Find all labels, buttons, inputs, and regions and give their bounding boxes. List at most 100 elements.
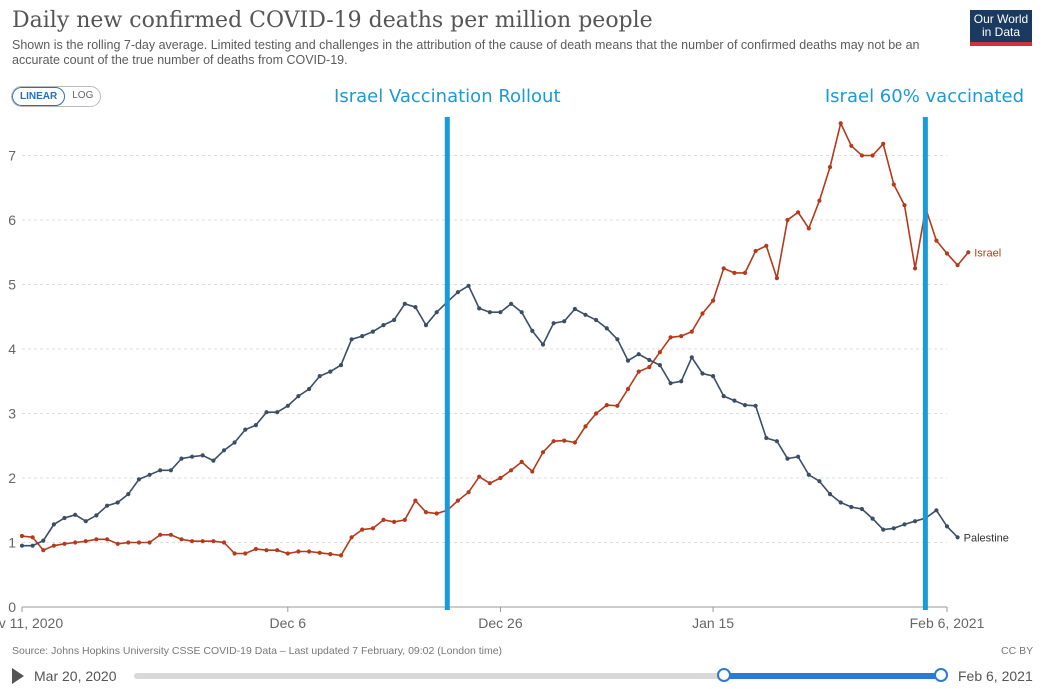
chart-subtitle: Shown is the rolling 7-day average. Limi… (12, 38, 920, 67)
data-point (221, 448, 227, 453)
data-point (583, 424, 588, 429)
data-point (870, 153, 875, 158)
data-point (721, 394, 726, 399)
data-point (455, 290, 460, 295)
line-chart: 0 1 2 3 4 5 6 7 Nov 11, 2020 Dec 6 Dec 26 Jan 15 Feb… (0, 86, 1024, 631)
data-point (732, 398, 737, 403)
series-label-palestine: Palestine (964, 532, 1009, 544)
data-point (551, 321, 556, 326)
data-point (944, 524, 950, 529)
data-point (838, 121, 843, 126)
y-tick-label: 5 (8, 277, 16, 293)
data-point (689, 329, 694, 334)
log-scale-button[interactable]: LOG (72, 90, 94, 101)
data-point (179, 537, 184, 542)
timeline-track[interactable] (134, 673, 942, 679)
data-point (413, 305, 418, 310)
data-point (668, 335, 673, 340)
data-point (636, 369, 641, 374)
data-point (849, 504, 854, 510)
data-point (679, 334, 684, 339)
y-tick-label: 0 (8, 599, 16, 615)
data-point (296, 394, 301, 399)
y-tick-label: 3 (8, 406, 16, 422)
data-point (902, 203, 907, 208)
data-point (434, 310, 439, 315)
data-point (657, 363, 663, 368)
data-point (423, 510, 429, 515)
data-point (179, 456, 184, 461)
linear-scale-button[interactable]: LINEAR (12, 87, 66, 106)
data-point (190, 454, 195, 459)
data-point (200, 453, 205, 458)
data-point (73, 540, 78, 545)
timeline-start-handle[interactable] (717, 668, 731, 682)
data-point (19, 533, 25, 539)
license-label[interactable]: CC BY (1001, 645, 1034, 657)
data-point (285, 551, 290, 556)
data-point (625, 358, 631, 363)
data-point (604, 326, 609, 331)
data-point (328, 369, 333, 374)
data-point (232, 551, 237, 556)
data-point (338, 553, 344, 558)
x-tick-label: Jan 15 (692, 615, 734, 631)
data-point (594, 317, 599, 323)
data-point (944, 251, 950, 256)
data-point (721, 266, 726, 271)
timeline-end-handle[interactable] (934, 668, 948, 682)
data-point (402, 301, 407, 306)
data-point (870, 516, 875, 521)
data-point (126, 492, 131, 497)
annotation-label: Israel 60% vaccinated (825, 86, 1024, 107)
data-point (360, 334, 365, 339)
data-point (806, 472, 811, 477)
data-point (934, 508, 939, 513)
data-point (827, 492, 833, 497)
data-point (264, 410, 269, 415)
data-point (806, 226, 811, 231)
data-point (530, 328, 535, 333)
data-point (147, 472, 152, 477)
data-point (859, 506, 865, 512)
timeline-selected-range[interactable] (724, 673, 942, 679)
y-tick-label: 7 (8, 148, 16, 164)
source-note[interactable]: Source: Johns Hopkins University CSSE CO… (12, 645, 503, 657)
data-point (392, 519, 397, 525)
data-point (700, 311, 705, 316)
data-point (838, 500, 843, 505)
data-point (689, 355, 694, 360)
data-point (370, 526, 375, 531)
data-point (370, 329, 375, 334)
data-point (232, 440, 237, 445)
data-point (338, 363, 344, 368)
data-point (679, 379, 684, 384)
data-point (307, 549, 312, 554)
data-point (881, 141, 886, 146)
data-point (583, 312, 588, 317)
data-point (168, 532, 173, 537)
play-icon[interactable] (12, 668, 24, 684)
data-point (285, 403, 290, 408)
data-point (296, 549, 301, 554)
data-point (572, 306, 578, 312)
data-point (211, 458, 216, 463)
data-point (636, 352, 641, 357)
data-point (711, 374, 716, 379)
data-point (83, 519, 88, 524)
data-point (604, 403, 609, 408)
data-point (540, 450, 546, 455)
y-tick-label: 6 (8, 212, 16, 228)
data-point (785, 217, 790, 223)
owid-logo[interactable]: Our World in Data (970, 10, 1032, 46)
data-point (477, 306, 482, 311)
data-point (955, 535, 960, 540)
data-point (913, 266, 918, 271)
x-tick-label: Dec 6 (270, 615, 307, 631)
data-point (83, 539, 88, 544)
data-point (817, 198, 822, 203)
data-point (572, 440, 578, 445)
logo-line-2: in Data (981, 25, 1021, 39)
data-point (519, 310, 524, 315)
data-point (381, 323, 386, 328)
